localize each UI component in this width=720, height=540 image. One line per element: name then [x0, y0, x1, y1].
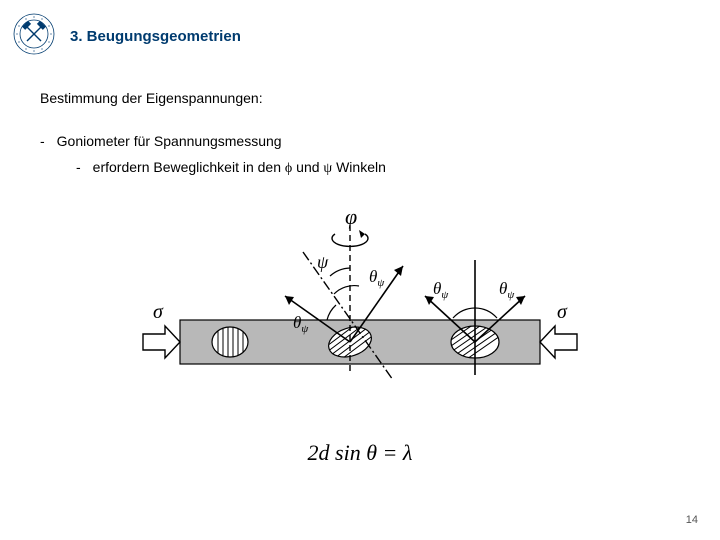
theta-psi-1: θψ	[369, 267, 384, 289]
bullet-marker: -	[76, 156, 81, 180]
theta-psi-2: θψ	[293, 313, 308, 335]
phi-label: φ	[345, 210, 357, 229]
page-number: 14	[686, 514, 698, 526]
bragg-equation: 2d sin θ = λ	[0, 440, 720, 466]
slide-title: 3. Beugungsgeometrien	[70, 28, 241, 45]
bullet-2-post: Winkeln	[332, 159, 386, 175]
bullet-level-2: - erfordern Beweglichkeit in den ϕ und ψ…	[76, 156, 386, 180]
psi-label: ψ	[317, 252, 329, 272]
subheading: Bestimmung der Eigenspannungen:	[40, 90, 263, 106]
bullet-2-mid: und	[292, 159, 323, 175]
bullet-2-text: erfordern Beweglichkeit in den ϕ und ψ W…	[93, 156, 386, 180]
psi-symbol: ψ	[323, 161, 332, 176]
bullet-level-1: - Goniometer für Spannungsmessung	[40, 130, 386, 152]
bullet-marker: -	[40, 130, 45, 152]
sigma-right-label: σ	[557, 301, 568, 323]
bullet-1-text: Goniometer für Spannungsmessung	[57, 130, 282, 152]
bullet-2-pre: erfordern Beweglichkeit in den	[93, 159, 285, 175]
bullet-list: - Goniometer für Spannungsmessung - erfo…	[40, 130, 386, 181]
theta-psi-3: θψ	[433, 279, 448, 301]
sigma-left-label: σ	[153, 301, 164, 323]
diffraction-diagram: σ σ	[135, 210, 585, 410]
institution-logo	[12, 12, 56, 56]
theta-psi-4: θψ	[499, 279, 514, 301]
